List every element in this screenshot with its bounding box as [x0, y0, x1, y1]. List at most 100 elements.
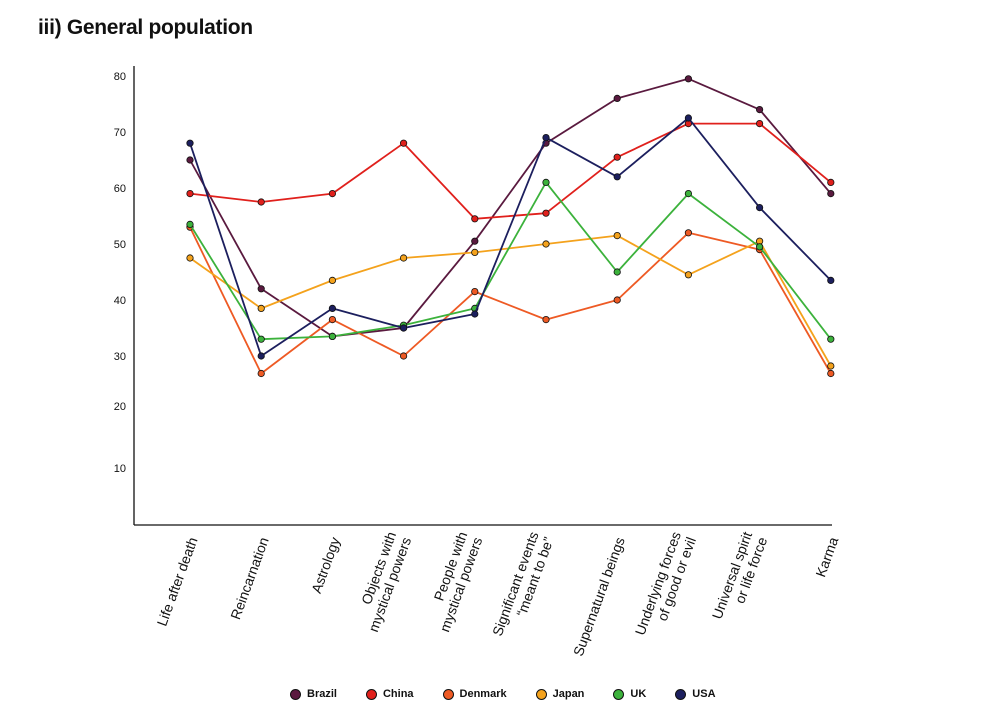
data-point-brazil [613, 94, 621, 103]
data-point-denmark [328, 315, 336, 324]
data-point-china [471, 215, 479, 223]
data-point-uk [542, 178, 550, 186]
data-point-uk [827, 335, 835, 343]
x-category-label: Supernatural beings [570, 535, 628, 658]
data-point-uk [186, 220, 194, 228]
series-line-denmark [189, 226, 832, 375]
legend-marker [290, 688, 301, 700]
data-point-denmark [471, 287, 479, 296]
series-line-japan [189, 234, 832, 367]
data-point-japan [328, 276, 336, 284]
data-point-china [328, 190, 336, 198]
legend-label: Denmark [459, 688, 507, 700]
data-point-china [186, 190, 194, 198]
data-point-denmark [684, 229, 693, 237]
x-category-label-line: Supernatural beings [570, 535, 628, 658]
data-point-usa [684, 114, 693, 122]
y-tick-label: 50 [114, 239, 126, 251]
series-line-china [189, 122, 832, 220]
legend-item-brazil: Brazil [290, 688, 337, 700]
legend-item-japan: Japan [535, 688, 585, 700]
data-point-china [399, 139, 408, 147]
series-line-brazil [189, 77, 832, 338]
y-tick-label: 80 [114, 71, 126, 83]
data-point-brazil [755, 106, 764, 114]
y-tick-label: 10 [114, 463, 126, 475]
data-point-japan [613, 232, 621, 240]
x-category-label: Astrology [308, 535, 343, 595]
y-tick-labels: 10 20 30 40 50 60 70 80 [114, 71, 126, 475]
legend-item-usa: USA [675, 688, 716, 700]
legend-item-uk: UK [613, 688, 646, 700]
legend-label: UK [630, 688, 647, 700]
y-tick-label: 60 [114, 183, 126, 195]
y-tick-label: 20 [114, 401, 126, 413]
data-point-denmark [542, 315, 550, 324]
data-point-uk [328, 332, 336, 340]
legend-marker [535, 688, 547, 700]
data-point-denmark [257, 369, 265, 378]
data-point-uk [684, 190, 693, 198]
legend-marker [365, 688, 377, 700]
legend-label: China [382, 688, 414, 700]
series-line-uk [189, 181, 832, 341]
data-point-usa [755, 204, 764, 212]
data-point-usa [186, 139, 194, 147]
y-tick-label: 70 [114, 127, 126, 139]
x-category-label: Karma [812, 535, 841, 579]
data-point-brazil [827, 190, 835, 198]
data-point-denmark [613, 296, 621, 304]
legend: Brazil China Denmark Japan UK USA [290, 684, 745, 704]
data-point-brazil [186, 156, 194, 164]
data-point-japan [471, 248, 479, 256]
x-category-labels: Life after death Reincarnation Astrology Ob… [154, 529, 842, 658]
data-point-uk [257, 335, 265, 343]
series-line-usa [189, 117, 832, 357]
x-category-label: Significant events“meant to be” [489, 529, 557, 638]
data-point-china [827, 178, 835, 186]
legend-marker [613, 688, 625, 700]
data-point-usa [613, 173, 621, 181]
data-point-japan [684, 271, 693, 279]
data-point-china [613, 153, 621, 161]
x-category-label: Reincarnation [227, 535, 272, 622]
x-category-label-line: Astrology [308, 535, 343, 595]
axes [133, 66, 832, 526]
series-lines [186, 75, 835, 378]
legend-label: Japan [552, 688, 585, 700]
y-tick-label: 40 [114, 295, 126, 307]
legend-item-china: China [365, 688, 414, 700]
data-point-usa [328, 304, 336, 312]
data-point-usa [399, 324, 408, 332]
data-point-uk [613, 268, 621, 276]
data-point-denmark [399, 352, 408, 360]
data-point-japan [827, 362, 835, 370]
data-point-japan [186, 254, 194, 262]
x-category-label-line: Life after death [154, 535, 201, 628]
legend-label: Brazil [307, 688, 337, 700]
chart-title: iii) General population [38, 16, 253, 39]
data-point-usa [471, 310, 479, 318]
legend-marker [675, 688, 687, 700]
legend-item-denmark: Denmark [442, 688, 507, 700]
data-point-brazil [471, 237, 479, 245]
y-tick-label: 30 [114, 351, 126, 363]
legend-label: USA [692, 688, 716, 700]
data-point-brazil [257, 285, 265, 293]
data-point-denmark [827, 369, 835, 378]
data-point-uk [755, 243, 764, 251]
data-point-japan [542, 240, 550, 248]
data-point-china [542, 209, 550, 217]
data-point-brazil [684, 75, 693, 83]
data-point-usa [257, 352, 265, 360]
data-point-japan [257, 304, 265, 312]
data-point-usa [827, 276, 835, 284]
data-point-japan [399, 254, 408, 262]
x-category-label-line: Reincarnation [227, 535, 272, 622]
x-category-label-line: Karma [812, 535, 841, 579]
